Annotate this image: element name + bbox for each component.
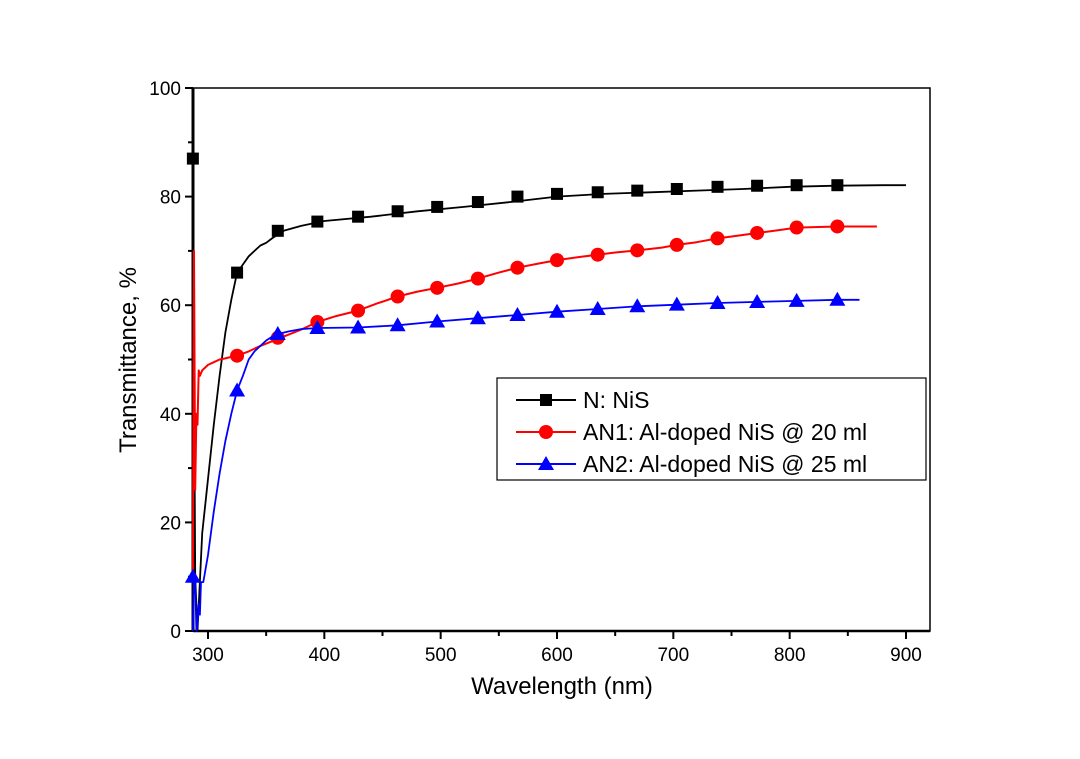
- y-axis-ticks: 0 20 40 60 80 100: [149, 79, 193, 643]
- y-tick-label: 100: [149, 79, 181, 100]
- x-tick-label: 900: [890, 645, 922, 666]
- data-point: [509, 306, 526, 321]
- y-axis-title: Transmittance, %: [115, 267, 142, 453]
- data-point: [231, 266, 244, 279]
- data-point: [391, 205, 404, 218]
- plot-frame: [191, 87, 931, 633]
- legend-label: AN2: Al-doped NiS @ 25 ml: [583, 451, 867, 477]
- x-tick-label: 500: [425, 645, 457, 666]
- data-point: [629, 298, 646, 313]
- x-tick-label: 300: [192, 645, 224, 666]
- data-point: [749, 293, 766, 308]
- data-point: [549, 303, 565, 318]
- data-point: [184, 568, 201, 583]
- x-tick-label: 600: [541, 645, 573, 666]
- data-point: [309, 320, 326, 335]
- data-point: [470, 271, 485, 286]
- data-point: [389, 317, 406, 332]
- data-point: [271, 224, 284, 237]
- data-point: [229, 382, 246, 397]
- data-point: [511, 190, 524, 203]
- data-point: [670, 182, 683, 195]
- data-point: [230, 348, 245, 363]
- data-point: [431, 200, 444, 213]
- data-point: [269, 325, 286, 340]
- data-point: [469, 310, 486, 325]
- x-axis-title: Wavelength (nm): [471, 673, 653, 700]
- data-point: [186, 152, 199, 165]
- plot-border: [192, 87, 931, 632]
- data-point: [510, 260, 525, 275]
- data-point: [830, 219, 845, 234]
- series-2: [184, 291, 860, 632]
- legend-marker: [538, 456, 554, 470]
- data-point: [790, 179, 803, 192]
- x-tick-label: 800: [774, 645, 806, 666]
- y-tick-label: 60: [160, 296, 181, 317]
- data-point: [831, 179, 844, 192]
- data-point: [630, 243, 645, 258]
- data-point: [430, 280, 445, 295]
- data-point: [589, 301, 606, 316]
- y-tick-label: 80: [160, 188, 181, 209]
- data-point: [471, 196, 484, 209]
- data-point: [550, 253, 564, 268]
- data-point: [590, 247, 605, 262]
- y-tick-label: 0: [170, 622, 181, 643]
- data-point: [789, 220, 804, 235]
- data-point: [668, 296, 685, 311]
- data-point: [710, 231, 725, 246]
- x-tick-label: 400: [308, 645, 340, 666]
- x-axis-ticks: 300 400 500 600 700 800 900: [192, 631, 922, 666]
- y-tick-label: 40: [160, 405, 181, 426]
- legend-label: AN1: Al-doped NiS @ 20 ml: [583, 419, 867, 445]
- data-point: [709, 295, 726, 310]
- data-point: [631, 184, 644, 197]
- series-1: [191, 219, 877, 577]
- legend-marker: [540, 394, 552, 406]
- data-point: [390, 289, 405, 304]
- data-point: [669, 237, 684, 252]
- data-point: [711, 180, 724, 193]
- data-point: [311, 215, 324, 228]
- legend-label: N: NiS: [583, 387, 649, 413]
- data-point: [351, 303, 366, 318]
- data-point: [751, 179, 764, 192]
- data-point: [350, 319, 367, 334]
- data-point: [352, 210, 365, 223]
- data-point: [551, 187, 563, 200]
- legend: N: NiS AN1: Al-doped NiS @ 20 ml AN2: Al-d…: [496, 377, 927, 481]
- data-point: [750, 225, 765, 240]
- y-tick-label: 20: [160, 513, 181, 534]
- series-layer: [184, 152, 906, 632]
- data-point: [829, 291, 846, 306]
- data-point: [788, 292, 805, 307]
- data-point: [591, 186, 604, 199]
- data-point: [429, 313, 446, 328]
- series-0: [186, 152, 906, 632]
- series-line: [192, 298, 860, 632]
- legend-marker: [539, 425, 553, 439]
- x-tick-label: 700: [657, 645, 689, 666]
